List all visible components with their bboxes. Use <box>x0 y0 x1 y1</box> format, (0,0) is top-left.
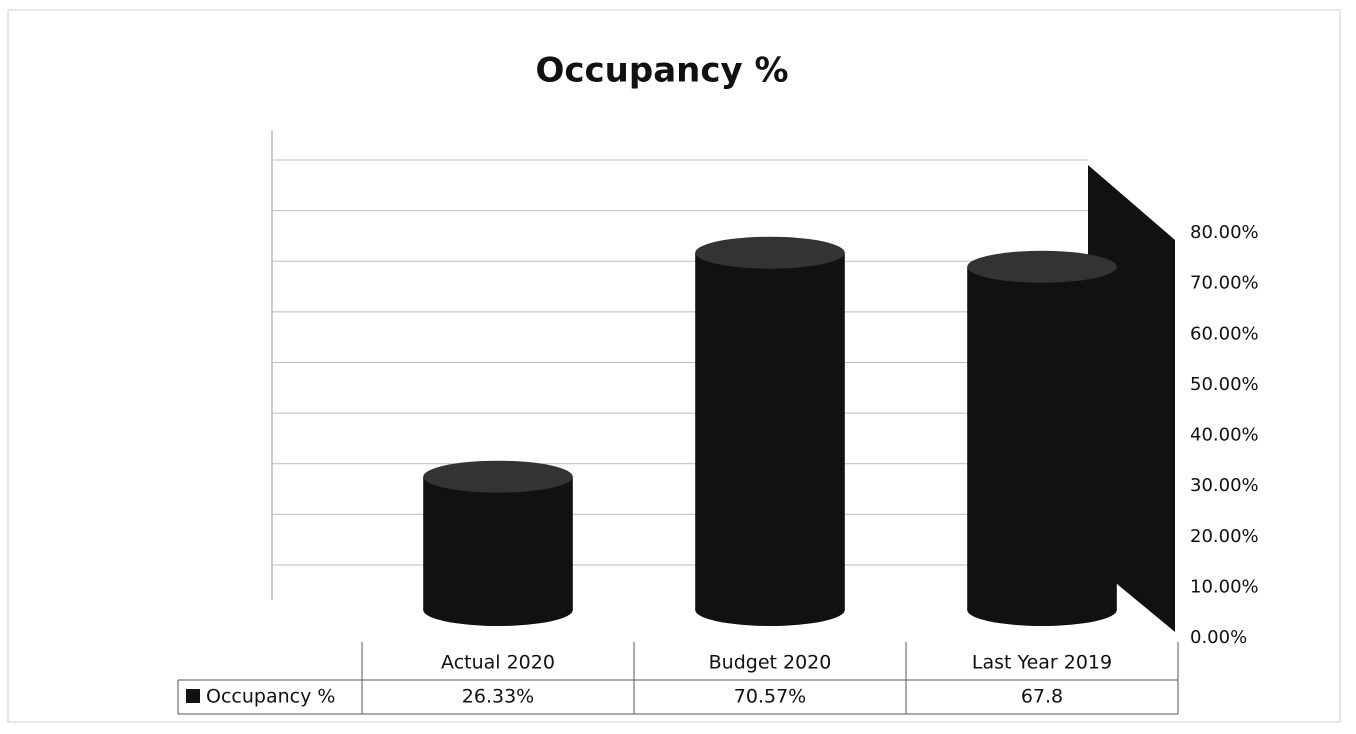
bar-top <box>423 460 573 493</box>
y-tick-label: 70.00% <box>1190 273 1259 294</box>
data-label: 67.8 <box>1021 686 1063 708</box>
y-tick-label: 0.00% <box>1190 627 1247 648</box>
y-tick-label: 20.00% <box>1190 526 1259 547</box>
chart-frame <box>7 9 1341 723</box>
data-label: 70.57% <box>734 686 806 708</box>
y-tick-label: 40.00% <box>1190 425 1259 446</box>
bar <box>695 252 845 610</box>
x-tick-label: Actual 2020 <box>441 652 555 674</box>
x-tick-label: Last Year 2019 <box>972 652 1112 674</box>
x-tick-label: Budget 2020 <box>709 652 832 674</box>
data-label: 26.33% <box>462 686 534 708</box>
chart-title: Occupancy % <box>535 51 788 91</box>
y-tick-label: 80.00% <box>1190 222 1259 243</box>
bar-top <box>967 250 1117 283</box>
y-tick-label: 60.00% <box>1190 323 1259 344</box>
legend-swatch <box>186 689 200 703</box>
y-tick-label: 30.00% <box>1190 475 1259 496</box>
bar-top <box>695 236 845 269</box>
bar <box>967 266 1117 610</box>
y-tick-label: 50.00% <box>1190 374 1259 395</box>
bar <box>423 476 573 610</box>
y-tick-label: 10.00% <box>1190 576 1259 597</box>
legend-label: Occupancy % <box>206 686 335 708</box>
